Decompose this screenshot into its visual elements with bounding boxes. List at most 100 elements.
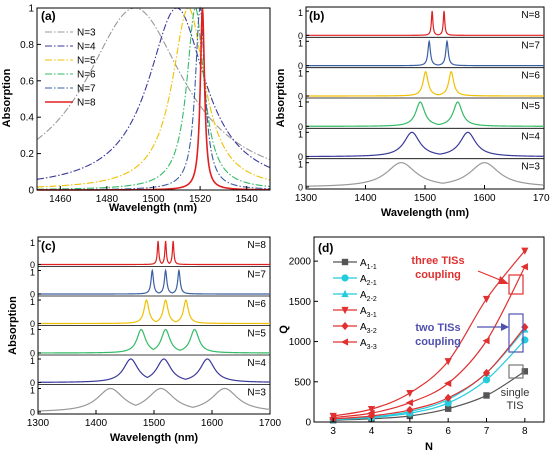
data-point-d-3-4 — [482, 295, 491, 304]
y-tick-label-b-0: 0 — [298, 61, 303, 71]
y-tick-label-b-1: 1 — [298, 160, 303, 170]
y-tick-label-c-0: 0 — [30, 378, 35, 388]
x-tick-label-c: 1500 — [143, 418, 166, 429]
y-tick-label-d: 1000 — [289, 337, 312, 348]
legend-label-base: A — [360, 322, 367, 333]
plot-frame-a — [36, 7, 271, 191]
y-tick-label-b-0: 0 — [298, 92, 303, 102]
x-tick-label-c: 1600 — [201, 418, 224, 429]
series-line-c-4 — [37, 358, 271, 383]
series-line-c-3 — [38, 328, 270, 354]
data-point-d-3-1 — [367, 406, 376, 414]
y-tick-label-d: 1500 — [289, 297, 312, 308]
x-tick-label-c: 1700 — [259, 418, 282, 429]
data-point-d-5-5 — [520, 263, 528, 271]
legend-label-base: A — [360, 306, 367, 317]
y-axis-label-c: Absorption — [7, 296, 19, 355]
legend-label-a-4: N=7 — [77, 84, 96, 95]
legend-label-a-0: N=3 — [77, 28, 96, 39]
series-line-b-5 — [306, 162, 545, 187]
series-label-b-5: N=3 — [521, 162, 540, 173]
legend-marker-d-2 — [341, 289, 349, 298]
x-axis-label-b: Wavelength (nm) — [381, 207, 470, 219]
legend-marker-d-4 — [341, 321, 349, 331]
x-tick-label-a: 1460 — [49, 194, 72, 205]
y-axis-label-d: Q — [278, 325, 290, 334]
x-tick-label-d: 7 — [484, 426, 490, 437]
legend-label-subscript: 1-1 — [367, 264, 377, 271]
legend-label-d-5: A3-3 — [360, 338, 377, 351]
data-point-d-3-5 — [521, 247, 529, 255]
data-point-d-3-3 — [444, 358, 452, 366]
series-label-b-2: N=6 — [521, 71, 540, 82]
x-tick-label-a: 1480 — [96, 194, 119, 205]
y-tick-label-a: 0.6 — [20, 76, 34, 87]
legend-label-a-5: N=8 — [77, 98, 96, 109]
y-tick-label-c-0: 0 — [30, 260, 35, 270]
annotation-single-line2: TIS — [506, 400, 523, 412]
annotation-two-line1: two TISs — [415, 322, 460, 334]
series-line-d-3 — [333, 250, 526, 417]
y-tick-label-c-1: 1 — [30, 327, 35, 337]
panel-label-a: (a) — [41, 9, 56, 23]
y-tick-label-c-1: 1 — [30, 238, 35, 248]
data-point-d-3-2 — [406, 389, 414, 398]
annotation-three-line1: three TISs — [411, 255, 464, 267]
x-tick-label-d: 3 — [330, 426, 336, 437]
series-label-c-0: N=8 — [247, 240, 266, 251]
x-tick-label-d: 8 — [522, 426, 528, 437]
data-point-d-0-5 — [521, 368, 529, 375]
panel-label-c: (c) — [41, 239, 56, 253]
series-label-c-1: N=7 — [247, 270, 266, 281]
highlight-box-two — [508, 313, 524, 353]
data-point-d-4-4 — [482, 368, 491, 378]
series-line-a-0 — [36, 7, 271, 161]
series-line-c-2 — [38, 299, 270, 325]
x-axis-label-d: N — [425, 441, 433, 453]
legend-label-subscript: 3-2 — [367, 328, 377, 335]
y-tick-label-b-1: 1 — [298, 129, 303, 139]
x-tick-label-d: 6 — [445, 426, 451, 437]
series-line-d-4 — [333, 326, 526, 420]
series-label-c-2: N=6 — [247, 299, 266, 310]
x-tick-label-a: 1520 — [189, 194, 212, 205]
series-line-c-0 — [38, 240, 270, 266]
arrow-head-two — [501, 323, 509, 331]
y-tick-label-b-0: 0 — [298, 152, 303, 162]
legend-label-subscript: 2-2 — [367, 296, 377, 303]
y-tick-label-c-1: 1 — [30, 356, 35, 366]
series-line-c-1 — [38, 268, 270, 295]
data-point-d-5-2 — [405, 399, 413, 407]
y-tick-label-c-0: 0 — [30, 319, 35, 329]
series-line-d-0 — [333, 370, 526, 421]
y-tick-label-a: 0.2 — [20, 149, 34, 160]
legend-label-base: A — [360, 290, 367, 301]
data-point-d-5-0 — [329, 413, 337, 422]
legend-label-d-4: A3-2 — [360, 322, 377, 335]
x-tick-label-b: 1400 — [354, 193, 377, 204]
plot-frame-d — [313, 236, 545, 423]
data-point-d-5-4 — [482, 337, 490, 345]
x-tick-label-c: 1400 — [85, 418, 108, 429]
y-tick-label-b-0: 0 — [298, 122, 303, 132]
legend-label-base: A — [360, 274, 367, 285]
series-label-b-3: N=5 — [521, 101, 540, 112]
y-axis-label-a: Absorption — [1, 68, 13, 127]
series-line-b-1 — [306, 39, 544, 67]
data-point-d-0-4 — [483, 392, 490, 399]
legend-marker-d-5 — [340, 338, 349, 346]
y-tick-label-b-1: 1 — [298, 38, 303, 48]
legend-label-subscript: 3-1 — [367, 312, 377, 319]
y-tick-label-b-1: 1 — [298, 69, 303, 79]
y-tick-label-a: 0.8 — [20, 40, 34, 51]
panel-d: 3 4 5 6 7 80500100015002000NQ(d)A1-1A2-1A2-2A… — [278, 236, 545, 453]
series-label-b-4: N=4 — [521, 131, 540, 142]
y-tick-label-a: 0 — [28, 186, 34, 197]
x-tick-label-a: 1540 — [236, 194, 259, 205]
legend-label-subscript: 2-1 — [367, 280, 377, 287]
annotation-three-line2: coupling — [415, 269, 461, 281]
series-label-c-5: N=3 — [247, 388, 266, 399]
